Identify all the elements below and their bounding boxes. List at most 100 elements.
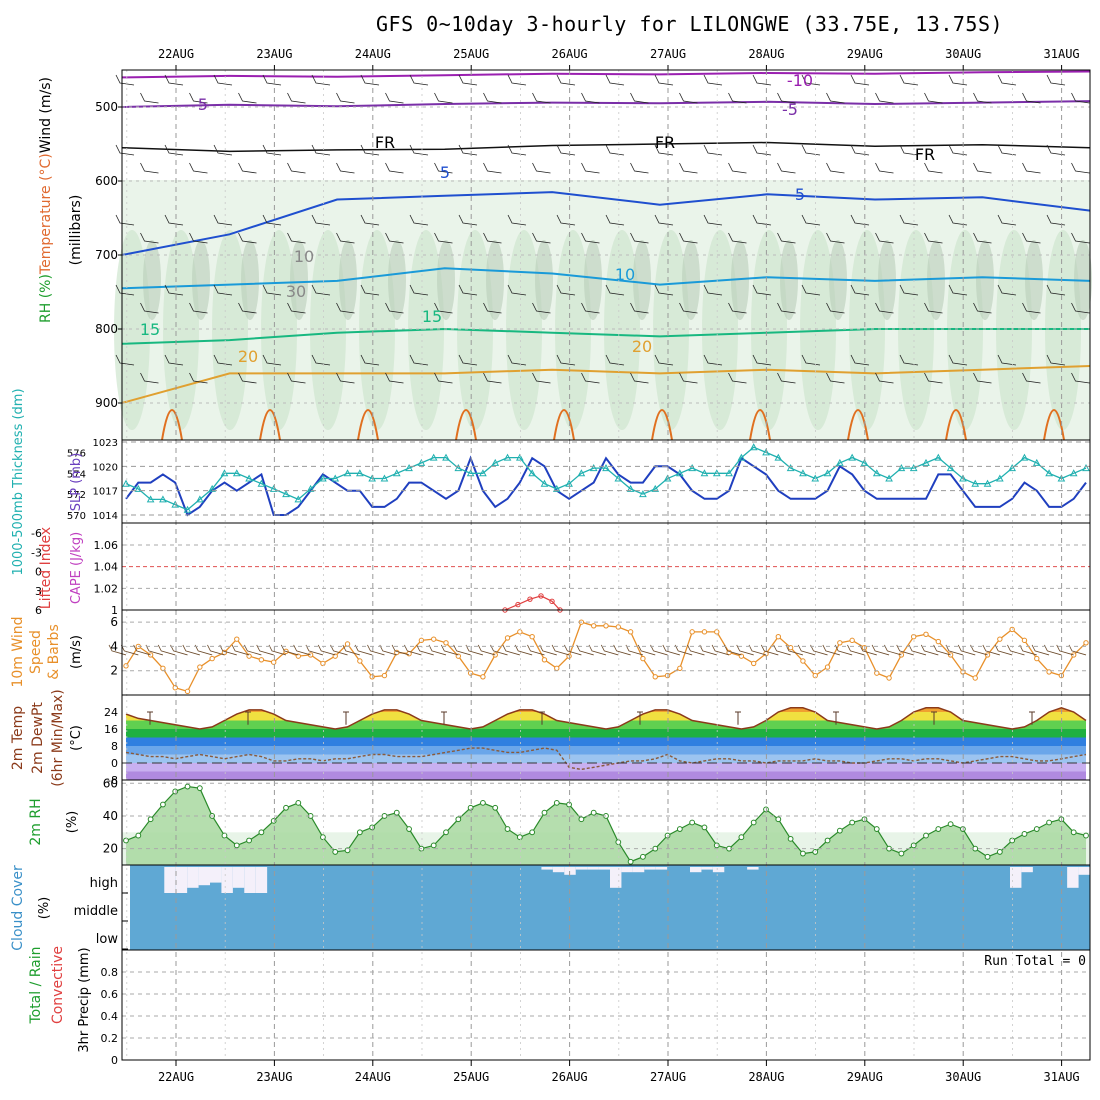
high-cloud-bar [1021, 867, 1033, 873]
rh-shading-blob [212, 230, 248, 430]
wind-barb [311, 284, 331, 296]
wind-barb [238, 302, 257, 314]
wind-barb [115, 354, 135, 366]
wind-barb [924, 162, 943, 174]
wind-barb-10m [994, 644, 1013, 656]
wind-barb [409, 144, 429, 156]
wind-barb [752, 284, 772, 296]
date-label-bottom: 30AUG [945, 1070, 981, 1084]
rh-point [147, 816, 154, 823]
contour-label: -10 [787, 71, 813, 90]
wind-barb [1022, 372, 1041, 384]
rh-shading-blob [143, 240, 161, 320]
temp-unit-label-part: (°C) [69, 725, 84, 751]
high-cloud-bar [644, 867, 656, 870]
temp-ylabel-part: 2m DewPt [30, 702, 46, 774]
thickness-point [245, 474, 253, 482]
chart-title: GFS 0~10day 3-hourly for LILONGWE (33.75… [376, 12, 1004, 36]
thickness-point [159, 495, 167, 503]
high-cloud-bar [244, 867, 256, 893]
cloud-level-label: low [96, 932, 119, 947]
minmax-bar [735, 711, 741, 725]
wind-barb [189, 302, 208, 314]
high-cloud-bar [198, 867, 210, 886]
rh-point [246, 837, 252, 844]
wind-barb [630, 232, 649, 244]
contour-label: -5 [192, 95, 208, 114]
thickness-point [454, 464, 463, 472]
wind-speed-point [1034, 655, 1040, 662]
thickness-point [577, 469, 586, 477]
thickness-point [934, 453, 943, 461]
date-label-bottom: 23AUG [256, 1070, 292, 1084]
wind-ylabel: & Barbs [46, 624, 62, 680]
thickness-tick-label: 570 [67, 511, 86, 522]
wind-speed-point [295, 653, 302, 659]
wind-barb [1071, 302, 1090, 314]
rh-point [1033, 826, 1040, 832]
wind-barb [826, 372, 845, 384]
rh-shading-blob [976, 240, 994, 320]
wind-barb-10m [674, 644, 693, 656]
wind-barb-10m [970, 644, 988, 656]
wind-speed-point [172, 685, 178, 691]
wind-speed-point [640, 655, 646, 662]
wind-barb [1046, 284, 1066, 296]
cape-point [549, 598, 555, 605]
precip-tick-label: 0.4 [101, 1010, 119, 1023]
wind-barb-10m [920, 644, 939, 656]
wind-barb [1071, 372, 1090, 384]
wind-speed-point [849, 637, 855, 644]
wind-speed-point [923, 631, 929, 637]
wind-barb-10m [613, 644, 631, 656]
wind-barb-10m [625, 644, 644, 656]
precip-tick-label: 0.8 [101, 966, 119, 979]
rh-point [295, 799, 302, 806]
date-label-bottom: 25AUG [453, 1070, 489, 1084]
wind-barb [875, 92, 894, 104]
wind-barb [605, 74, 625, 86]
wind-barb [801, 144, 821, 156]
wind-barb [777, 232, 796, 244]
contour-label: FR [915, 145, 935, 164]
wind-speed-point [1083, 640, 1089, 646]
temp-tick-label: 16 [104, 723, 118, 736]
thickness-point [614, 474, 623, 482]
wind-speed-point [123, 663, 129, 669]
high-cloud-bar [701, 867, 713, 870]
wind-barb-10m [896, 644, 914, 656]
thickness-point [479, 469, 487, 477]
wind-ylabel-part: 10m Wind [10, 616, 26, 687]
wind-barb-10m [539, 644, 557, 656]
rh-shading-blob [114, 230, 150, 430]
temp-contour-25 [259, 409, 281, 441]
wind-speed-point [590, 623, 597, 629]
temp-ylabel: (6hr Min/Max) [50, 689, 66, 786]
high-cloud-bar [1067, 867, 1079, 888]
wind-barb [434, 92, 453, 104]
thickness-point [1069, 469, 1078, 477]
wind-barb [997, 74, 1017, 86]
wind-barb [924, 302, 943, 314]
wind-ylabel: Speed [28, 630, 44, 674]
wind-barb [679, 302, 698, 314]
upper-air-ylabel-part: RH (%) [38, 274, 54, 323]
wind-barb [703, 144, 723, 156]
wind-speed-point [554, 665, 560, 671]
wind-barb [507, 214, 527, 226]
pressure-tick-label: 900 [95, 396, 118, 410]
wind-barb-10m [551, 644, 570, 656]
cloud-level-label: middle [74, 904, 118, 919]
wind-barb [262, 214, 282, 226]
wind-barb-10m [1044, 644, 1062, 656]
thickness-point [196, 495, 204, 503]
wind-barb-10m [1056, 644, 1074, 656]
wind-barb [679, 162, 698, 174]
wind-barb-10m [157, 644, 176, 656]
panel-frame-precip [121, 949, 1091, 1061]
precip-unit-label: 3hr Precip (mm) [77, 947, 92, 1052]
slp-tick-label: 1023 [93, 438, 118, 449]
thickness-point [516, 453, 524, 461]
wind-barb [434, 162, 453, 174]
